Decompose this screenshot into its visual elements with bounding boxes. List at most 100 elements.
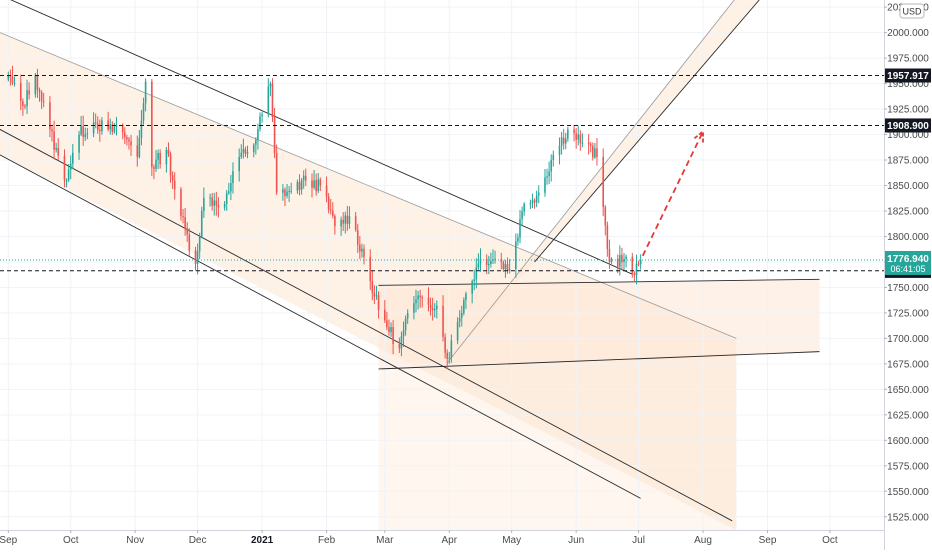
candle-body-185 bbox=[546, 176, 548, 178]
candle-body-107 bbox=[317, 179, 320, 192]
candle-body-104 bbox=[311, 180, 313, 188]
candle-body-105 bbox=[313, 180, 315, 188]
candle-body-148 bbox=[436, 305, 438, 310]
candle-body-4 bbox=[20, 82, 22, 102]
candle-body-130 bbox=[386, 320, 388, 328]
candle-body-146 bbox=[431, 308, 434, 311]
candle-body-43 bbox=[130, 141, 132, 146]
candle-body-181 bbox=[533, 200, 536, 203]
candle-body-110 bbox=[327, 196, 330, 210]
candle-body-191 bbox=[562, 137, 565, 144]
candle-body-127 bbox=[375, 295, 378, 297]
candle-body-95 bbox=[284, 189, 286, 196]
candle-body-126 bbox=[373, 292, 376, 297]
x-axis: Sep Oct Nov Dec 2021 Feb Mar Apr May Jun Jul Aug Sep… bbox=[0, 530, 884, 546]
support-upper-line bbox=[378, 278, 820, 286]
currency-badge-bg bbox=[899, 3, 925, 19]
candle-body-69 bbox=[209, 197, 211, 199]
candle-body-5 bbox=[22, 101, 24, 106]
candle-body-164 bbox=[485, 258, 488, 266]
channel-upper-line bbox=[10, 0, 633, 275]
candle-body-11 bbox=[38, 89, 41, 93]
x-tick-label-6: Mar bbox=[376, 535, 394, 546]
candle-body-143 bbox=[421, 297, 424, 299]
candle-body-26 bbox=[82, 126, 84, 137]
candle-body-76 bbox=[228, 191, 230, 194]
candle-body-37 bbox=[113, 126, 116, 132]
y-tick-label-12: 1825.000 bbox=[887, 206, 929, 217]
candle-body-153 bbox=[450, 340, 453, 358]
candle-body-93 bbox=[275, 152, 278, 193]
candle-body-49 bbox=[151, 81, 153, 168]
candle-body-34 bbox=[107, 120, 109, 130]
candle-body-194 bbox=[573, 129, 575, 134]
candle-body-119 bbox=[354, 216, 357, 230]
candle-body-109 bbox=[325, 185, 328, 197]
candle-body-28 bbox=[86, 133, 89, 135]
channel-lower-inner-line bbox=[0, 154, 641, 499]
candle-body-182 bbox=[535, 195, 538, 203]
candle-body-57 bbox=[171, 175, 174, 181]
candle-body-150 bbox=[444, 336, 446, 353]
candle-body-163 bbox=[479, 258, 482, 264]
candle-body-203 bbox=[596, 148, 598, 157]
candle-body-86 bbox=[257, 129, 259, 140]
lower-projection-zone bbox=[378, 353, 737, 530]
candle-body-27 bbox=[84, 134, 87, 137]
candle-body-201 bbox=[592, 145, 594, 158]
candle-body-116 bbox=[344, 215, 347, 224]
candle-body-117 bbox=[346, 215, 349, 224]
level-tag-overlay-0: 1957.917 bbox=[887, 71, 929, 82]
projection-arrowhead bbox=[693, 129, 704, 143]
candle-body-18 bbox=[57, 147, 60, 156]
candle-body-172 bbox=[506, 264, 509, 271]
candle-body-144 bbox=[427, 297, 430, 305]
candle-body-170 bbox=[502, 262, 505, 270]
candle-body-40 bbox=[124, 132, 126, 138]
candle-body-60 bbox=[182, 216, 184, 218]
current-price-tag: 1776.940 bbox=[887, 254, 929, 265]
candle-body-178 bbox=[523, 203, 525, 212]
y-tick-label-14: 1875.000 bbox=[887, 156, 929, 167]
candle-body-35 bbox=[109, 124, 112, 130]
candle-body-215 bbox=[633, 273, 636, 276]
y-tick-label-13: 1850.000 bbox=[887, 181, 929, 192]
current-price-tag-bg bbox=[885, 250, 931, 275]
support-lower-line bbox=[378, 351, 820, 370]
candle-body-42 bbox=[128, 139, 130, 142]
y-tick-label-17: 1950.000 bbox=[887, 79, 929, 90]
candle-body-74 bbox=[223, 203, 226, 208]
candle-body-9 bbox=[34, 75, 37, 95]
x-tick-label-13: Oct bbox=[822, 535, 838, 546]
candle-body-44 bbox=[136, 145, 139, 157]
candle-body-50 bbox=[153, 167, 155, 169]
candle-body-61 bbox=[184, 216, 186, 229]
candle-body-75 bbox=[225, 193, 228, 204]
ascending-upper-line bbox=[534, 0, 760, 263]
candle-body-138 bbox=[406, 312, 409, 319]
candle-body-202 bbox=[594, 148, 596, 158]
candle-body-89 bbox=[267, 86, 270, 115]
candle-body-139 bbox=[413, 303, 415, 313]
candle-body-158 bbox=[465, 293, 467, 300]
candle-body-102 bbox=[302, 175, 305, 181]
y-tick-label-1: 1550.000 bbox=[887, 487, 929, 498]
candle-body-115 bbox=[342, 219, 344, 224]
candle-body-62 bbox=[186, 228, 188, 235]
y-tick-label-0: 1525.000 bbox=[887, 512, 929, 523]
candle-body-212 bbox=[623, 258, 625, 263]
candle-body-64 bbox=[194, 250, 197, 264]
trend-lines bbox=[0, 0, 820, 522]
candle-body-192 bbox=[564, 138, 567, 144]
candle-body-154 bbox=[456, 321, 459, 341]
candle-body-121 bbox=[359, 244, 361, 252]
candle-body-13 bbox=[42, 101, 45, 103]
candle-body-149 bbox=[442, 305, 444, 337]
candle-body-8 bbox=[28, 90, 30, 95]
candle-body-47 bbox=[142, 103, 145, 121]
candle-body-36 bbox=[111, 124, 114, 132]
candle-body-55 bbox=[167, 149, 170, 155]
candle-body-65 bbox=[196, 251, 199, 264]
candles bbox=[7, 65, 642, 369]
